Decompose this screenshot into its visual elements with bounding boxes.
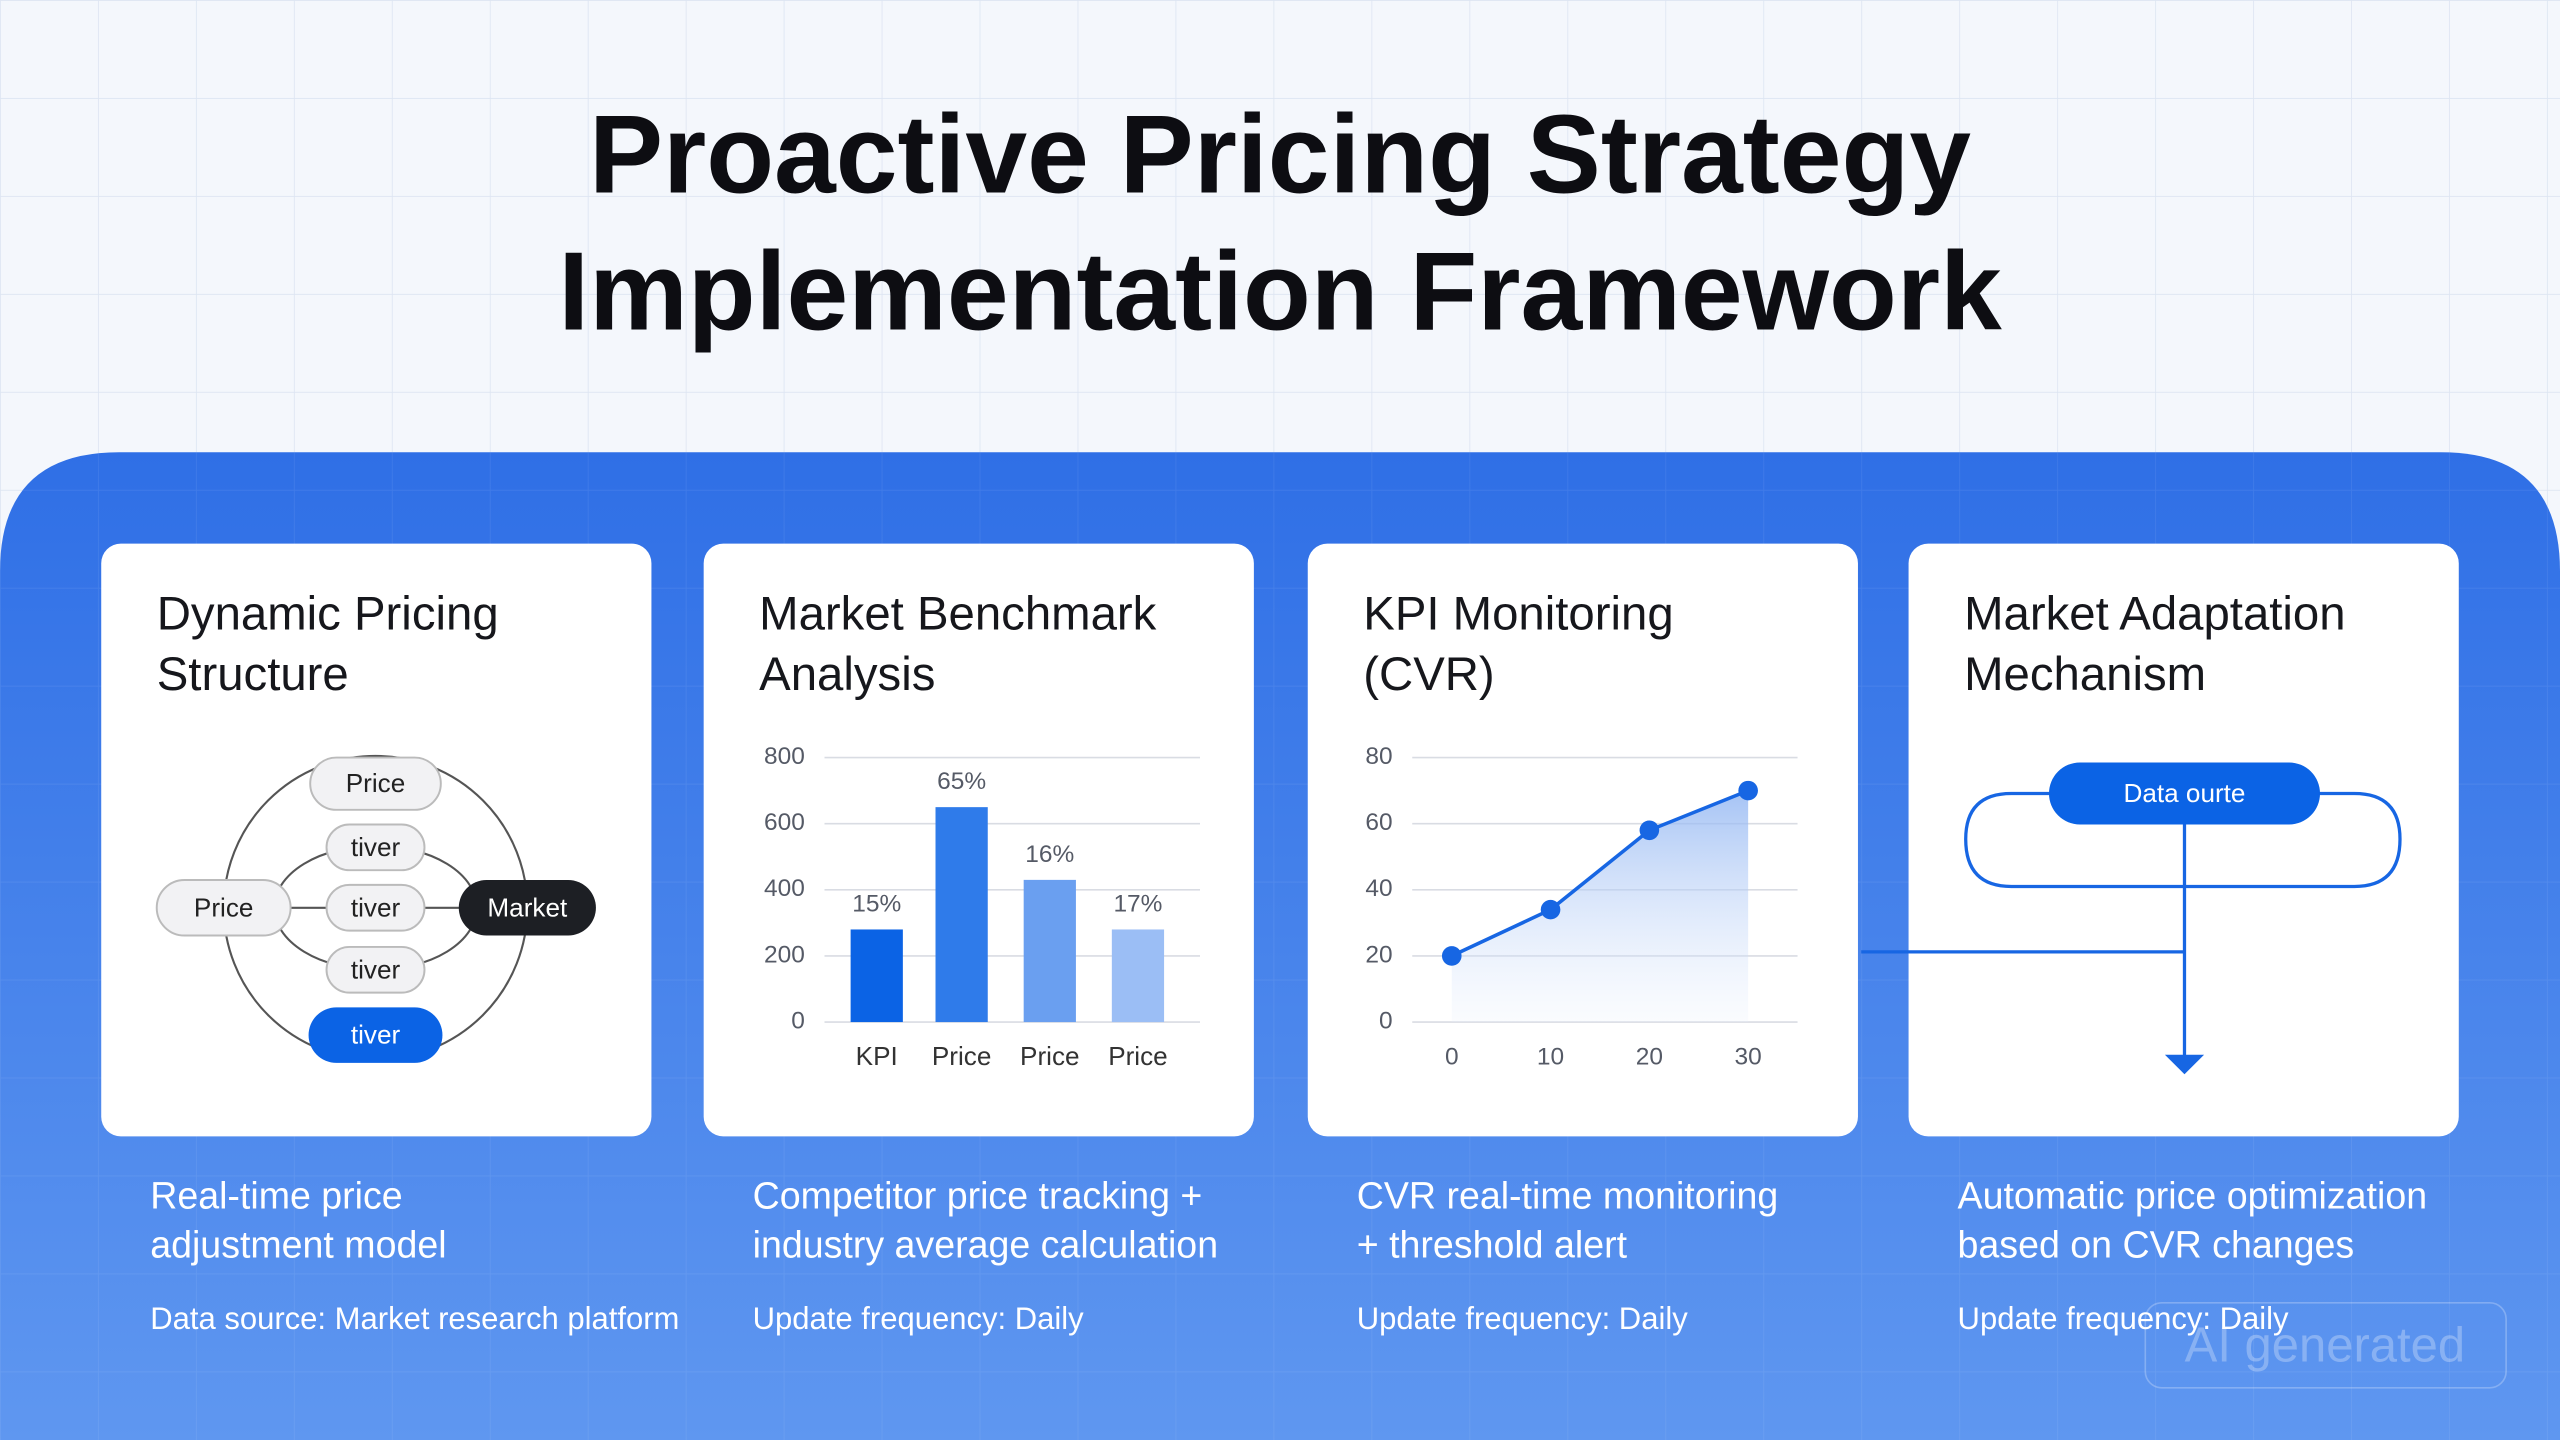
y-tick-label: 20: [1365, 941, 1392, 968]
node-label: Market: [487, 892, 568, 922]
bar: [850, 929, 903, 1023]
node: [325, 945, 426, 994]
bar-annotation: 65%: [937, 768, 986, 795]
node-label: Price: [194, 892, 254, 922]
card-note: Data source: Market research platform: [150, 1301, 679, 1336]
card-note: Update frequency: Daily: [1357, 1301, 1689, 1336]
card-description: Automatic price optimization: [1958, 1174, 2428, 1216]
y-tick-label: 80: [1365, 743, 1392, 770]
card-title: Dynamic Pricing: [157, 588, 499, 641]
loop: [1964, 791, 2402, 889]
x-tick-label: 20: [1636, 1043, 1663, 1070]
line: [1451, 788, 1749, 958]
bar: [935, 807, 988, 1023]
x-tick-label: Price: [932, 1041, 991, 1071]
node-label: Data ourte: [2124, 778, 2246, 808]
card-title: Market Adaptation: [1964, 588, 2345, 641]
point: [1738, 780, 1758, 801]
card-note: Update frequency: Daily: [1958, 1301, 2290, 1336]
card-description: industry average calculation: [753, 1223, 1218, 1265]
bar: [1111, 929, 1165, 1023]
title-line: Implementation Framework: [558, 229, 2002, 354]
card-description: Competitor price tracking +: [753, 1174, 1203, 1216]
node: [2048, 762, 2320, 825]
title-line: Proactive Pricing Strategy: [589, 92, 1971, 217]
card-description: + threshold alert: [1357, 1223, 1628, 1265]
x-tick-label: Price: [1020, 1041, 1079, 1071]
y-tick-label: 0: [791, 1008, 805, 1035]
node-label: tiver: [351, 892, 401, 922]
y-tick-label: 200: [764, 941, 805, 968]
card-description: based on CVR changes: [1958, 1223, 2355, 1265]
card-title: (CVR): [1363, 648, 1494, 701]
card-title: KPI Monitoring: [1363, 588, 1673, 641]
bar-annotation: 15%: [852, 890, 901, 917]
line-area: [1451, 790, 1749, 1023]
node: [325, 823, 426, 872]
watermark-box: [2144, 1302, 2507, 1389]
card-description: adjustment model: [150, 1223, 446, 1265]
x-tick-label: 0: [1445, 1043, 1459, 1070]
watermark: AI generated: [2185, 1319, 2465, 1373]
point: [1441, 946, 1462, 966]
y-tick-label: 40: [1365, 875, 1392, 902]
bar: [1023, 879, 1076, 1023]
y-tick-label: 0: [1379, 1008, 1393, 1035]
card-note: Update frequency: Daily: [753, 1301, 1085, 1336]
card-title: Analysis: [759, 648, 935, 701]
node: [155, 879, 292, 937]
node-label: tiver: [351, 1020, 401, 1050]
x-tick-label: KPI: [856, 1041, 898, 1071]
card-description: Real-time price: [150, 1174, 402, 1216]
card-title: Structure: [157, 648, 349, 701]
node-label: tiver: [351, 832, 401, 862]
node: [325, 883, 426, 932]
bar-annotation: 17%: [1113, 890, 1162, 917]
point: [1639, 820, 1660, 841]
arrow-head: [2164, 1054, 2205, 1075]
card-description: CVR real-time monitoring: [1357, 1174, 1779, 1216]
bar-annotation: 16%: [1025, 841, 1074, 868]
node: [458, 880, 596, 936]
y-tick-label: 600: [764, 809, 805, 836]
cards: Dynamic Pricing Structure Price tiver Price t…: [101, 543, 2507, 1389]
card-title: Mechanism: [1964, 648, 2206, 701]
x-tick-label: 30: [1735, 1043, 1762, 1070]
y-tick-label: 800: [764, 743, 805, 770]
node: [309, 756, 442, 811]
x-tick-label: 10: [1537, 1043, 1564, 1070]
point: [1540, 899, 1561, 920]
y-tick-label: 60: [1365, 809, 1392, 836]
node: [308, 1007, 443, 1063]
node-label: tiver: [351, 954, 401, 984]
y-tick-label: 400: [764, 875, 805, 902]
card-title: Market Benchmark: [759, 588, 1156, 641]
x-tick-label: Price: [1108, 1041, 1168, 1071]
node-label: Price: [346, 768, 406, 798]
